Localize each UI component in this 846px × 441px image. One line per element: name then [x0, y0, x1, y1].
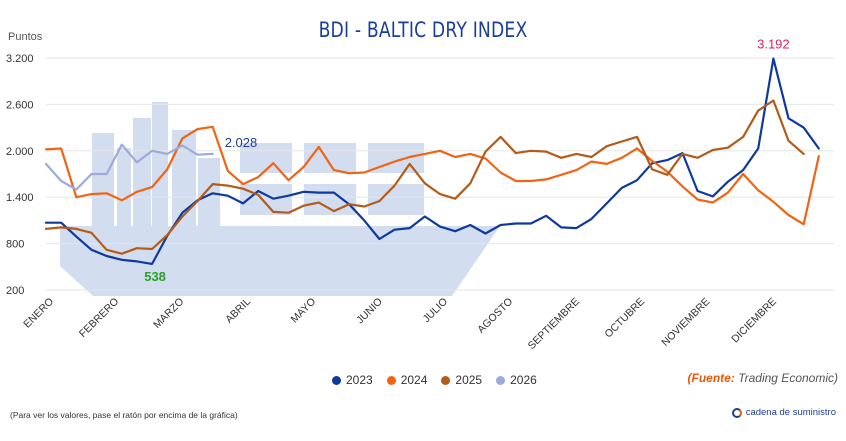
legend-swatch — [332, 375, 341, 385]
grid-lines — [46, 57, 834, 291]
brand-icon — [731, 407, 742, 418]
x-axis: ENERO FEBRERO MARZO ABRIL MAYO JUNIO JULIO AGOS… — [21, 296, 779, 352]
x-tick-label: SEPTIEMBRE — [526, 296, 582, 352]
legend-item-2026[interactable]: 2026 — [496, 373, 537, 387]
x-tick-label: ABRIL — [223, 296, 253, 326]
y-tick-label: 3.200 — [6, 53, 34, 65]
y-axis-unit: Puntos — [8, 31, 43, 43]
legend-item-2023[interactable]: 2023 — [332, 373, 373, 387]
x-tick-label: OCTUBRE — [602, 296, 647, 341]
x-tick-label: JUNIO — [354, 296, 385, 327]
data-label: 3.192 — [757, 37, 790, 52]
x-tick-label: FEBRERO — [77, 296, 121, 340]
source-label: (Fuente: — [687, 371, 735, 385]
legend-swatch — [496, 375, 506, 385]
legend-swatch — [441, 375, 451, 385]
legend-label: 2024 — [400, 373, 428, 387]
series-line-2026 — [44, 143, 214, 191]
brand-logo[interactable]: cadena de suministro — [731, 407, 836, 418]
x-tick-label: AGOSTO — [475, 296, 515, 336]
series-line-2024 — [44, 125, 820, 226]
y-tick-label: 800 — [6, 239, 24, 251]
source-credit: (Fuente: Trading Economic) — [688, 371, 838, 385]
x-tick-label: NOVIEMBRE — [659, 296, 712, 349]
data-label: 2.028 — [225, 135, 258, 150]
legend-item-2025[interactable]: 2025 — [441, 373, 482, 387]
legend-swatch — [386, 375, 396, 385]
legend-item-2024[interactable]: 2024 — [386, 373, 428, 387]
legend-label: 2023 — [346, 373, 373, 387]
series-line-2025 — [44, 99, 805, 255]
legend-label: 2026 — [510, 373, 537, 387]
data-label: 538 — [144, 269, 166, 284]
x-tick-label: JULIO — [421, 296, 451, 326]
x-tick-label: DICIEMBRE — [729, 296, 779, 346]
y-tick-label: 2.600 — [6, 99, 34, 111]
x-tick-label: MAYO — [288, 296, 318, 326]
chart-title: BDI - BALTIC DRY INDEX — [318, 18, 528, 42]
y-tick-label: 2.000 — [6, 146, 34, 158]
series-lines — [44, 57, 820, 265]
y-axis: 200 800 1.400 2.000 2.600 3.200 — [6, 53, 34, 297]
brand-name: cadena de suministro — [745, 407, 836, 418]
legend: 2023 2024 2025 2026 — [332, 373, 537, 387]
annotations: 538 2.028 3.192 — [144, 37, 789, 284]
x-tick-label: ENERO — [21, 296, 56, 331]
hover-note: (Para ver los valores, pase el ratón por… — [10, 410, 238, 420]
legend-label: 2025 — [455, 373, 483, 387]
x-tick-label: MARZO — [151, 296, 186, 331]
y-tick-label: 200 — [6, 285, 24, 297]
source-text: Trading Economic) — [734, 371, 838, 385]
y-tick-label: 1.400 — [6, 192, 34, 204]
